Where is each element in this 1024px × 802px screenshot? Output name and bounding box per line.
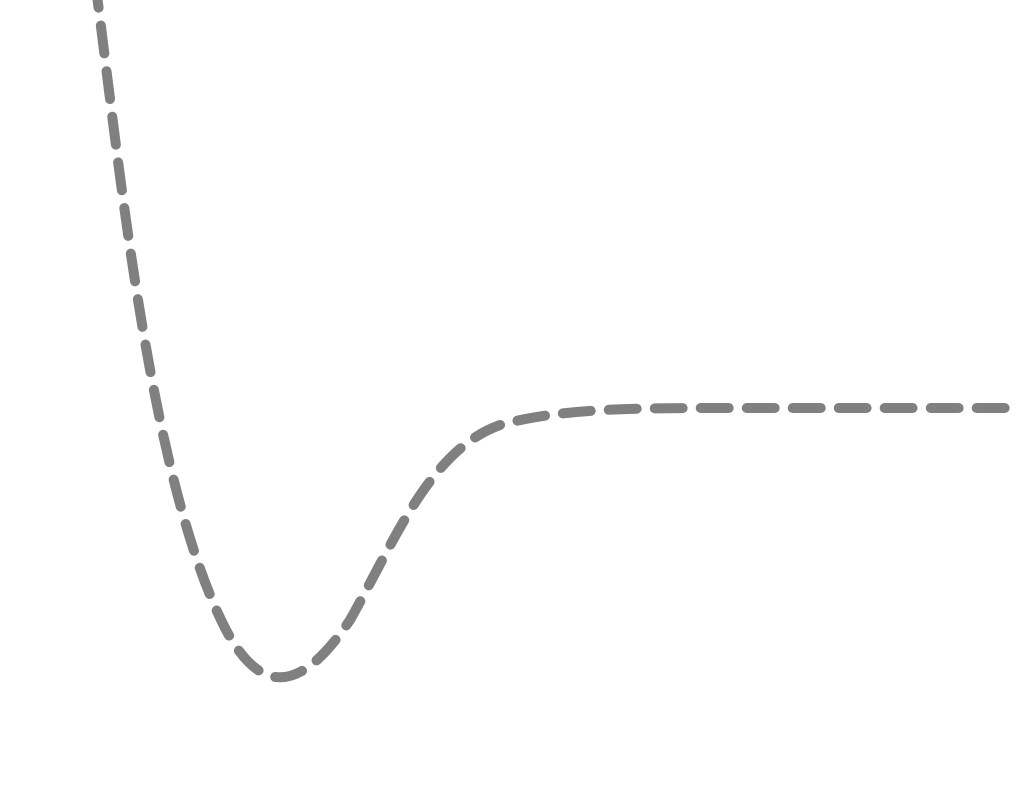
potential-curve-chart [0, 0, 1024, 802]
curve-line [95, 0, 1012, 677]
